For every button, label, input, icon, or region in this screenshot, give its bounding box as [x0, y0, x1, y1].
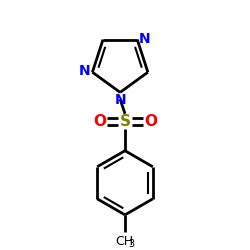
Text: O: O [144, 114, 157, 129]
Text: N: N [79, 64, 90, 78]
Text: S: S [120, 114, 130, 129]
Text: CH: CH [115, 235, 133, 248]
Text: N: N [114, 93, 126, 107]
Text: O: O [93, 114, 106, 129]
Text: N: N [139, 32, 151, 46]
Text: 3: 3 [129, 239, 135, 249]
